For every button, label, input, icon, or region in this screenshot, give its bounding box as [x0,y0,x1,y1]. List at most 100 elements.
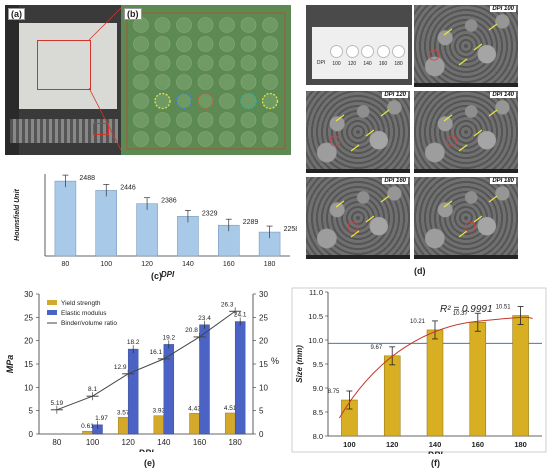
pore-circle [464,221,476,233]
vial: DPI [314,45,328,73]
elastic-value-label: 23.4 [198,315,211,322]
sample-well [240,131,257,147]
x-tick-label: 80 [62,261,70,268]
hounsfield-chart: 2488 80 2446 100 2386 120 2329 140 2289 160 2258 18… [14,174,297,279]
elastic-bar [234,321,246,435]
hu-value-label: 2289 [243,219,259,226]
pore-arrow [443,28,453,36]
y-axis-title: MPa [5,355,15,374]
hu-bar [54,180,77,257]
sem-scalebar [306,169,410,173]
sample-well [262,55,278,71]
yield-bar [82,430,93,435]
hu-value-label: 2329 [202,210,218,217]
sample-well [133,93,149,109]
size-value-label: 10.37 [453,311,469,317]
pore-arrow [365,215,375,223]
vial-label: 180 [394,61,403,67]
panel-label-b: (b) [124,8,142,20]
sample-well [262,74,278,90]
printer-frame-left [5,5,19,155]
sample-well [197,36,214,52]
elastic-value-label: 24.1 [234,312,247,319]
x-tick-label: 180 [264,261,276,268]
sample-well [240,55,257,71]
x-tick-label: 160 [223,261,235,268]
sem-label: DPI 160 [382,178,408,184]
sample-well [262,36,278,52]
y-tick-label: 25 [24,313,33,322]
pore-arrow [473,129,483,137]
sample-well [262,112,278,128]
pore-circle [428,49,440,61]
sem-scalebar [306,255,410,259]
pore-circle [329,135,341,147]
x-tick-label: 100 [86,438,100,447]
pore-arrow [488,109,498,117]
size-bar [426,329,444,437]
yield-bar [224,412,236,435]
printer-photo: (a) [5,5,121,155]
x-tick-label: 140 [157,438,171,447]
sample-well [219,55,235,71]
r-squared-label: R² = 0.9991 [440,304,493,315]
sample-well [261,92,279,110]
y-tick-label: 9.5 [313,360,323,369]
y-tick-label: 11.0 [309,288,323,297]
pore-arrow [335,114,345,122]
vial-label: DPI [316,60,326,66]
sample-well [176,112,192,128]
sample-well [240,92,257,110]
sample-well [219,17,235,33]
highlight-box-a [37,40,91,90]
pore-arrow [488,195,498,203]
elastic-value-label: 19.2 [163,334,176,341]
sample-well [197,92,214,110]
sem-annotations [335,195,390,238]
pore-circle [347,221,359,233]
x-tick-label: 120 [121,438,135,447]
vial: 140 [361,45,375,73]
sem-panel: DPI 100 120 140 160 180 DPI 100 DPI 120 DPI 140… [306,5,546,276]
panel-label-d: (d) [414,266,426,276]
pore-arrow [473,43,483,51]
sem-image: DPI 180 [414,177,518,259]
y2-tick-label: 20 [259,337,268,346]
size-value-label: 10.21 [410,319,426,325]
y-tick-label: 9.0 [313,384,323,393]
sample-well [133,131,149,147]
vial-cap [376,45,390,58]
yield-value-label: 4.43 [188,405,201,412]
vial-label: 140 [363,61,372,67]
sample-well [240,74,257,90]
y-tick-label: 20 [24,337,33,346]
sample-well [154,74,171,90]
hu-bar [136,203,158,257]
pore-arrow [458,58,468,66]
ratio-value-label: 26.3 [221,301,234,308]
sample-well [176,55,192,71]
sem-image: DPI 140 [414,91,518,173]
sem-annotations [428,23,498,66]
legend-label-ratio: Binder/volume ratio [61,320,117,327]
x-tick-label: 120 [141,261,153,268]
ratio-value-label: 12.9 [114,364,127,371]
yield-bar [153,415,165,435]
pore-arrow [380,109,390,117]
sample-well [219,36,235,52]
panel-label-f: (f) [431,458,440,468]
yield-bar [189,413,200,435]
vial-row: DPI 100 120 140 160 180 [314,45,406,75]
y-tick-label: 15 [24,360,33,369]
sample-well [154,92,171,110]
x-tick-label: 180 [514,440,527,449]
sem-scalebar [414,83,518,87]
sem-annotations [443,109,498,152]
pore-arrow [443,114,453,122]
sample-grid [126,12,286,150]
yield-value-label: 3.57 [117,409,130,416]
sem-label: DPI 100 [490,6,516,12]
y-tick-label: 10.5 [308,312,323,321]
x-axis-title: DPI [161,270,175,279]
sample-well [219,131,235,147]
